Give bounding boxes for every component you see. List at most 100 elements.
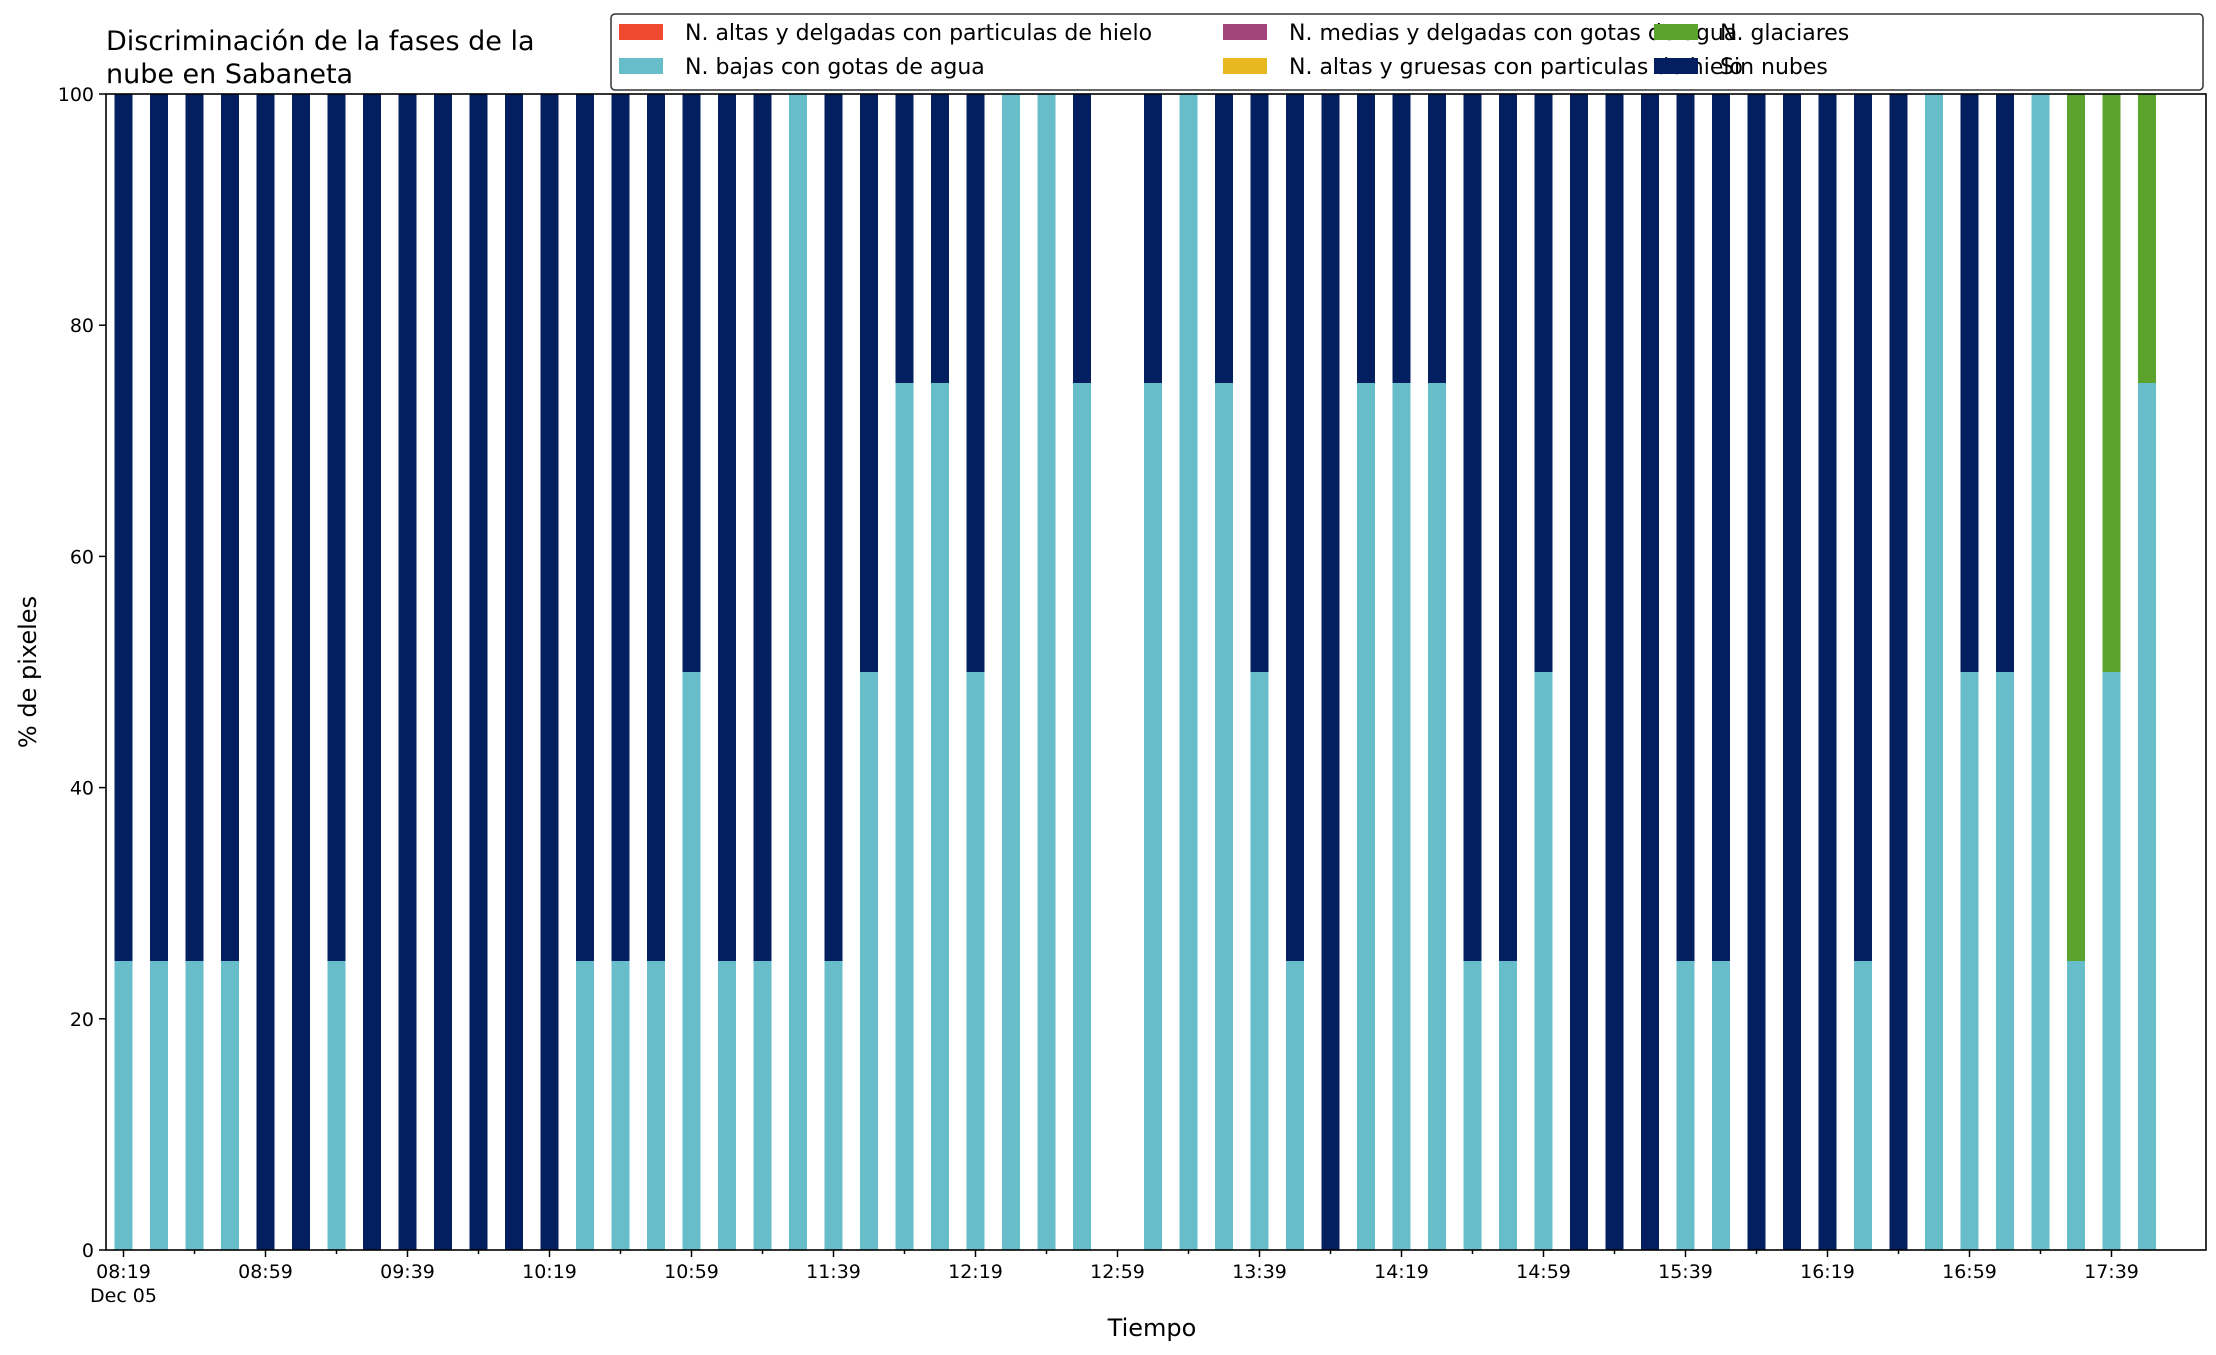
legend: N. altas y delgadas con particulas de hi… xyxy=(610,13,2204,91)
legend-label-altas_delgadas: N. altas y delgadas con particulas de hi… xyxy=(685,21,1152,46)
bar-sin_nubes-0849 xyxy=(221,94,239,961)
y-tick-label-20: 20 xyxy=(70,1009,94,1031)
y-tick-label-0: 0 xyxy=(82,1240,94,1262)
chart-title-line-2: nube en Sabaneta xyxy=(106,59,353,90)
bar-bajas-1459 xyxy=(1534,672,1553,1250)
y-tick-label-40: 40 xyxy=(70,778,94,800)
y-axis-label: % de pixeles xyxy=(14,596,42,748)
y-tick-label-60: 60 xyxy=(70,546,94,568)
x-tick-label-0859: 08:59 xyxy=(238,1261,293,1283)
legend-label-bajas: N. bajas con gotas de agua xyxy=(685,55,985,80)
bar-sin_nubes-0859 xyxy=(256,94,275,1250)
bar-sin_nubes-1639 xyxy=(1889,94,1908,1250)
bar-bajas-1209 xyxy=(931,383,949,1250)
chart-title-line-1: Discriminación de la fases de la xyxy=(106,26,535,57)
bar-bajas-1329 xyxy=(1215,383,1233,1250)
x-tick-label-1219: 12:19 xyxy=(948,1261,1003,1283)
bar-sin_nubes-1029 xyxy=(576,94,594,961)
x-axis-label: Tiempo xyxy=(1107,1314,1197,1342)
bar-sin_nubes-1619 xyxy=(1818,94,1837,1250)
bar-sin_nubes-1359 xyxy=(1321,94,1340,1250)
bar-sin_nubes-1139 xyxy=(824,94,843,961)
bar-bajas-1629 xyxy=(1854,961,1872,1250)
bar-bajas-0849 xyxy=(221,961,239,1250)
y-tick-label-100: 100 xyxy=(58,84,94,106)
bar-bajas-1039 xyxy=(611,961,630,1250)
legend-label-sin_nubes: Sin nubes xyxy=(1720,55,1828,80)
bar-bajas-1309 xyxy=(1144,383,1162,1250)
bar-bajas-1159 xyxy=(895,383,914,1250)
bar-bajas-1339 xyxy=(1250,672,1269,1250)
bar-bajas-0829 xyxy=(150,961,168,1250)
bar-sin_nubes-1219 xyxy=(966,94,985,672)
bar-bajas-1349 xyxy=(1286,961,1304,1250)
bar-sin_nubes-0939 xyxy=(398,94,417,1250)
bar-sin_nubes-1329 xyxy=(1215,94,1233,383)
legend-swatch-bajas xyxy=(619,58,663,74)
bar-bajas-0919 xyxy=(327,961,346,1250)
legend-swatch-sin_nubes xyxy=(1654,58,1698,74)
bars-group xyxy=(114,94,2156,1250)
bar-sin_nubes-0819 xyxy=(114,94,133,961)
bar-sin_nubes-0929 xyxy=(363,94,381,1250)
bar-bajas-1049 xyxy=(647,961,665,1250)
legend-swatch-altas_delgadas xyxy=(619,24,663,40)
bar-bajas-1419 xyxy=(1392,383,1411,1250)
x-axis: 08:19 08:59 09:39 10:19 10:59 11:39 12:19 12:59… xyxy=(90,1250,2139,1307)
bar-sin_nubes-1349 xyxy=(1286,94,1304,961)
x-tick-date-label: Dec 05 xyxy=(90,1285,157,1307)
bar-bajas-1219 xyxy=(966,672,985,1250)
bar-sin_nubes-1429 xyxy=(1428,94,1446,383)
bar-sin_nubes-1519 xyxy=(1605,94,1624,1250)
bar-sin_nubes-1249 xyxy=(1073,94,1091,383)
bar-bajas-1149 xyxy=(860,672,878,1250)
bar-glaciares-1749 xyxy=(2138,94,2156,383)
bar-sin_nubes-1109 xyxy=(718,94,736,961)
bar-glaciares-1729 xyxy=(2067,94,2085,961)
bar-bajas-1409 xyxy=(1357,383,1375,1250)
x-tick-label-1659: 16:59 xyxy=(1942,1261,1997,1283)
bar-bajas-1319 xyxy=(1179,94,1198,1250)
bar-sin_nubes-0829 xyxy=(150,94,168,961)
y-axis: 0 20 40 60 80 100 xyxy=(58,84,106,1262)
x-tick-label-1019: 10:19 xyxy=(522,1261,577,1283)
x-tick-label-1059: 10:59 xyxy=(664,1261,719,1283)
bar-bajas-1709 xyxy=(1996,672,2014,1250)
bar-sin_nubes-1419 xyxy=(1392,94,1411,383)
bar-bajas-1539 xyxy=(1676,961,1695,1250)
bar-bajas-1719 xyxy=(2031,94,2050,1250)
bar-sin_nubes-1039 xyxy=(611,94,630,961)
bar-sin_nubes-1409 xyxy=(1357,94,1375,383)
bar-bajas-1439 xyxy=(1463,961,1482,1250)
bar-bajas-1739 xyxy=(2102,672,2121,1250)
bar-sin_nubes-1149 xyxy=(860,94,878,672)
bar-sin_nubes-1709 xyxy=(1996,94,2014,672)
bar-bajas-1549 xyxy=(1712,961,1730,1250)
bar-sin_nubes-1209 xyxy=(931,94,949,383)
x-tick-label-1419: 14:19 xyxy=(1374,1261,1429,1283)
x-tick-label-1539: 15:39 xyxy=(1658,1261,1713,1283)
bar-sin_nubes-0959 xyxy=(469,94,488,1250)
bar-bajas-0819 xyxy=(114,961,133,1250)
bar-sin_nubes-1339 xyxy=(1250,94,1269,672)
bar-sin_nubes-1309 xyxy=(1144,94,1162,383)
bar-sin_nubes-1509 xyxy=(1570,94,1588,1250)
bar-sin_nubes-1539 xyxy=(1676,94,1695,961)
bar-sin_nubes-1559 xyxy=(1747,94,1766,1250)
bar-sin_nubes-1529 xyxy=(1641,94,1659,1250)
bar-sin_nubes-1019 xyxy=(540,94,559,1250)
bar-sin_nubes-1059 xyxy=(682,94,701,672)
bar-bajas-1029 xyxy=(576,961,594,1250)
bar-sin_nubes-0909 xyxy=(292,94,310,1250)
bar-bajas-1109 xyxy=(718,961,736,1250)
x-tick-label-1339: 13:39 xyxy=(1232,1261,1287,1283)
bar-bajas-1729 xyxy=(2067,961,2085,1250)
bar-bajas-1249 xyxy=(1073,383,1091,1250)
legend-label-glaciares: N. glaciares xyxy=(1720,21,1849,46)
bar-sin_nubes-1549 xyxy=(1712,94,1730,961)
x-tick-label-1739: 17:39 xyxy=(2084,1261,2139,1283)
bar-bajas-0839 xyxy=(185,961,204,1250)
legend-swatch-altas_gruesas xyxy=(1223,58,1267,74)
x-tick-label-1259: 12:59 xyxy=(1090,1261,1145,1283)
